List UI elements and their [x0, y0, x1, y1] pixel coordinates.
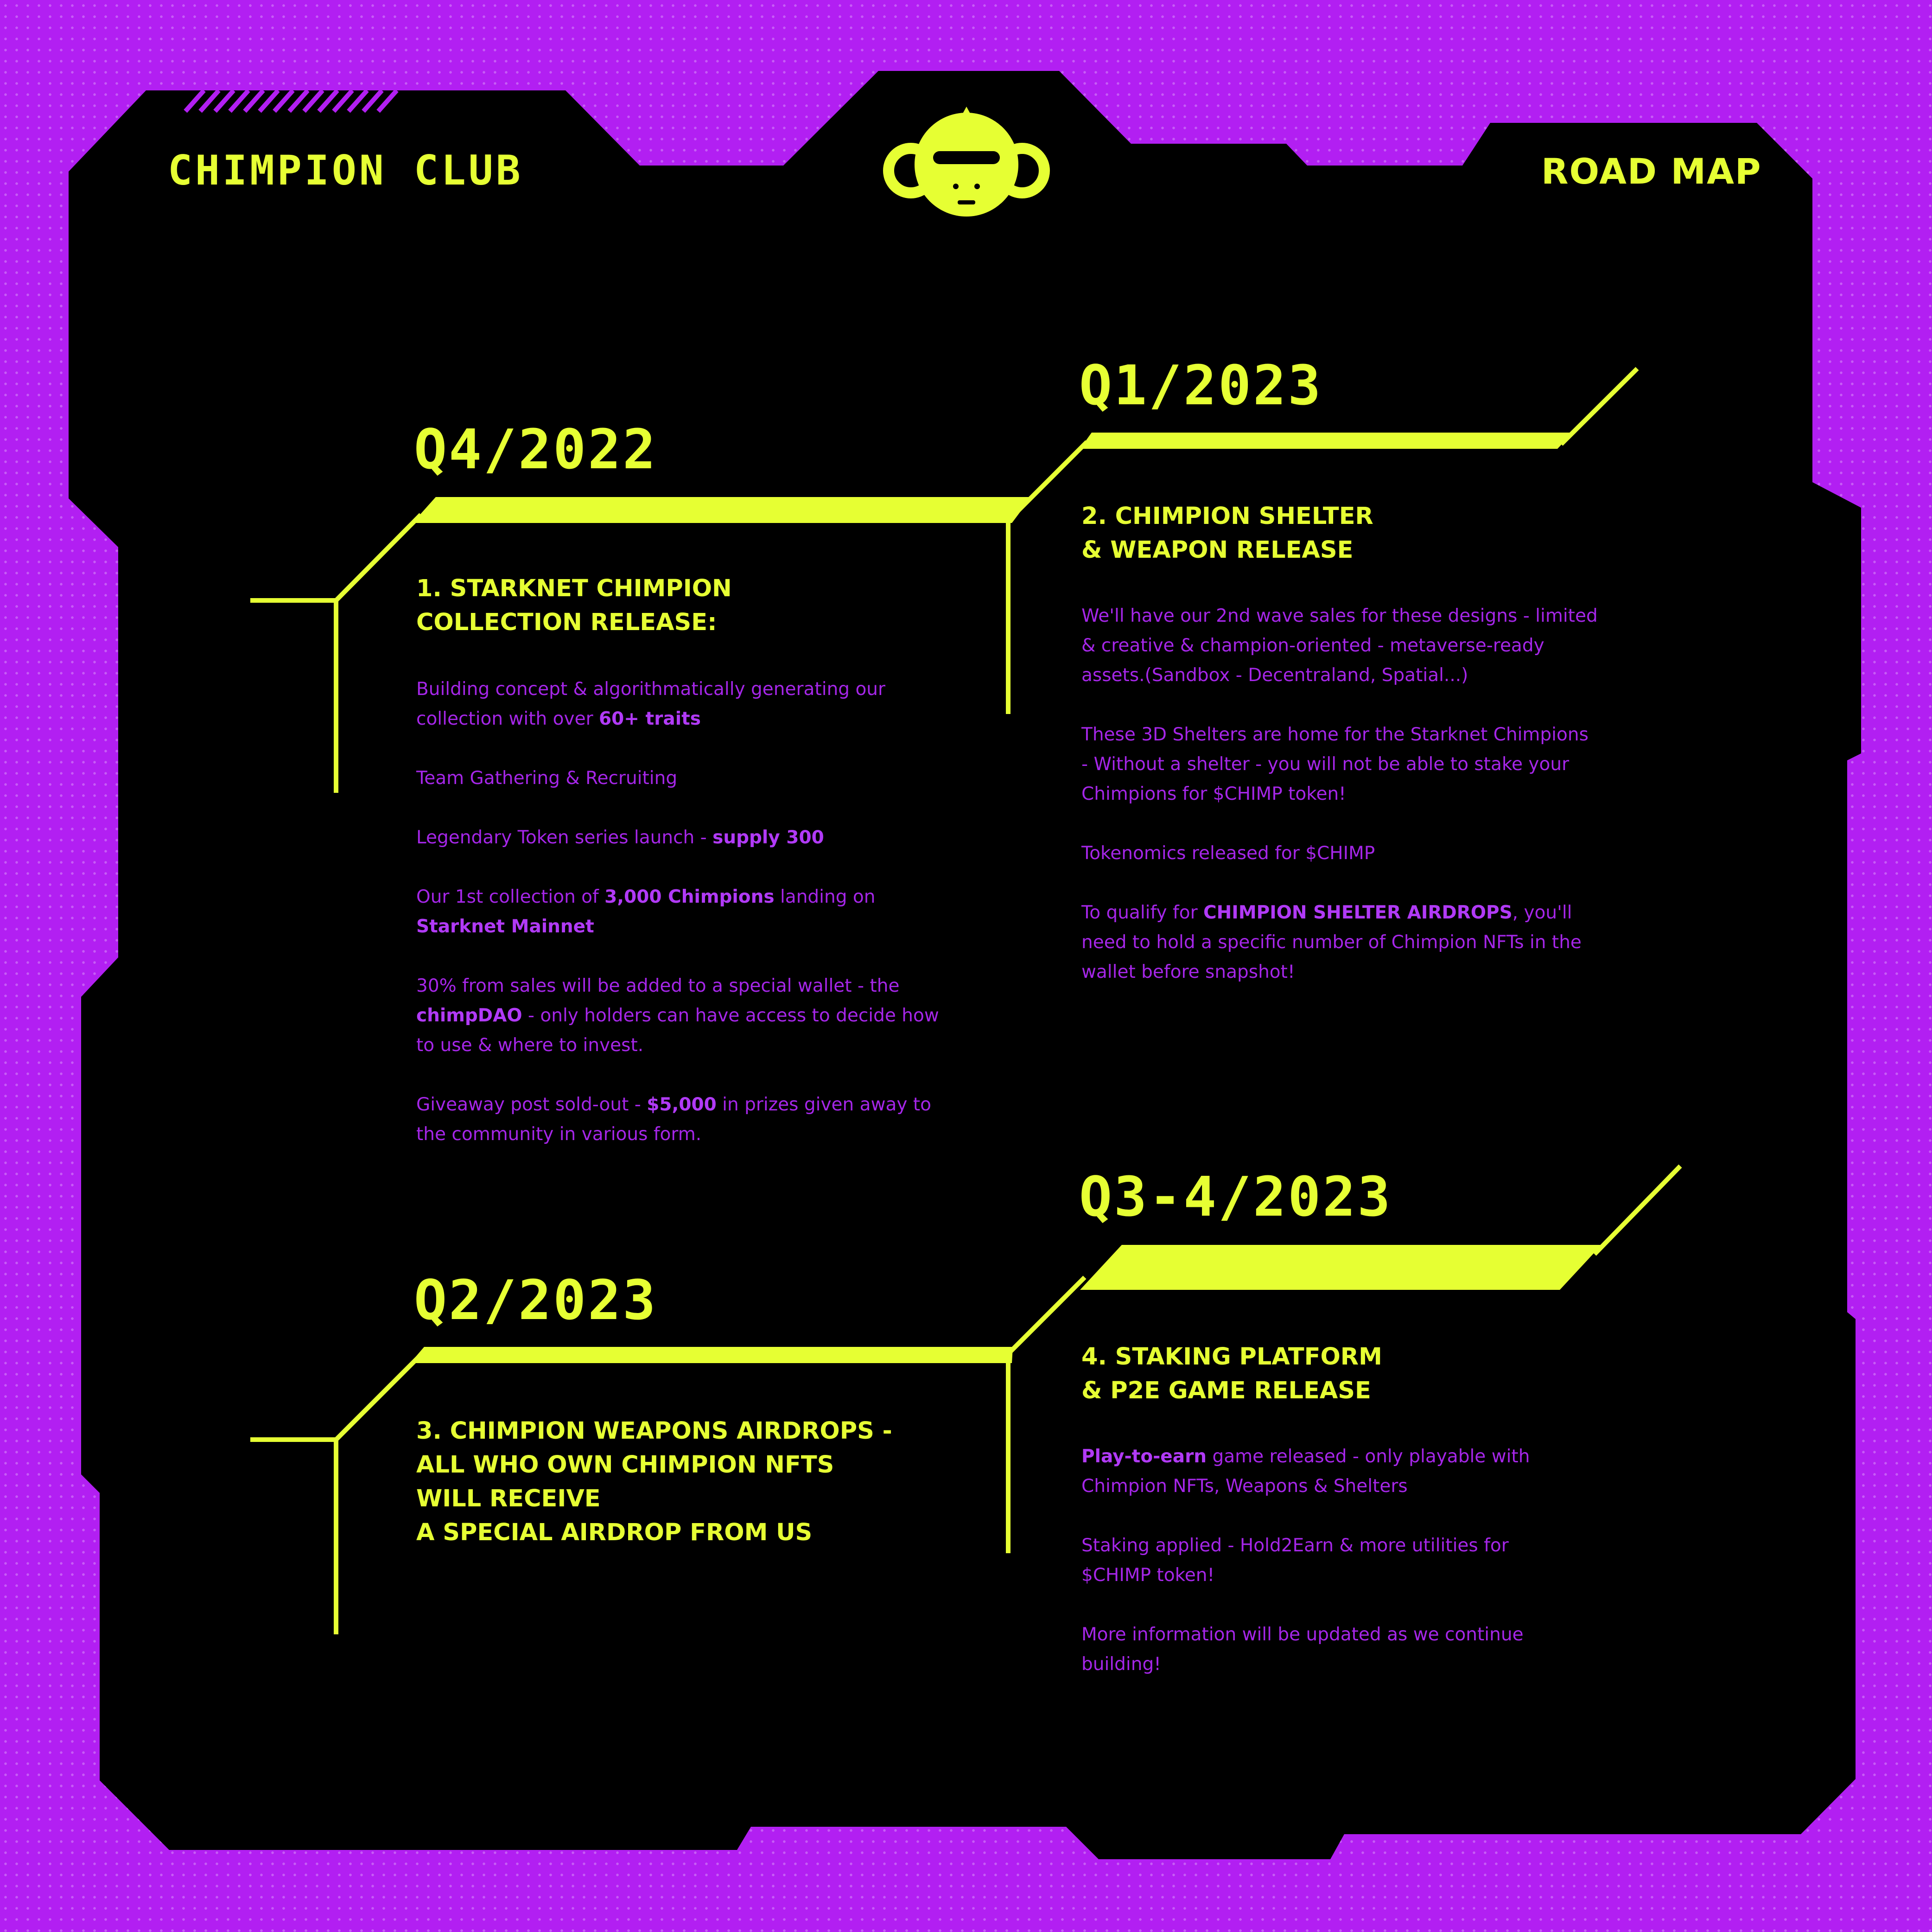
quarter-label-q2-2023: Q2/2023	[414, 1268, 658, 1332]
hatch-marks	[184, 89, 399, 113]
page-title: ROAD MAP	[1541, 151, 1762, 192]
item-text: Staking applied - Hold2Earn & more utili…	[1081, 1535, 1509, 1586]
item-text: More information will be updated as we c…	[1081, 1624, 1524, 1675]
roadmap-item: To qualify for CHIMPION SHELTER AIRDROPS…	[1081, 898, 1601, 987]
phase-heading-1: 1. STARKNET CHIMPION COLLECTION RELEASE:	[416, 575, 732, 636]
connector-q2-2023	[250, 1347, 1013, 1634]
roadmap-item: Team Gathering & Recruiting	[416, 764, 945, 793]
highlight-text: 3,000 Chimpions	[604, 886, 775, 907]
phase-description-1: Building concept & algorithmatically gen…	[416, 675, 945, 1179]
roadmap-item: Building concept & algorithmatically gen…	[416, 675, 945, 734]
highlight-text: chimpDAO	[416, 1005, 522, 1026]
item-text: Building concept & algorithmatically gen…	[416, 679, 886, 729]
item-text: - only holders can have access to decide…	[416, 1005, 939, 1056]
item-text: We'll have our 2nd wave sales for these …	[1081, 606, 1598, 686]
item-text: Legendary Token series launch -	[416, 827, 713, 848]
roadmap-item: Staking applied - Hold2Earn & more utili…	[1081, 1531, 1573, 1590]
roadmap-item: Giveaway post sold-out - $5,000 in prize…	[416, 1090, 945, 1149]
quarter-label-q3-4-2023: Q3-4/2023	[1079, 1165, 1392, 1229]
chimp-head-icon	[883, 107, 1050, 217]
roadmap-item: More information will be updated as we c…	[1081, 1620, 1573, 1679]
phase-description-4: Play-to-earn game released - only playab…	[1081, 1442, 1573, 1709]
roadmap-item: Play-to-earn game released - only playab…	[1081, 1442, 1573, 1501]
roadmap-item: 30% from sales will be added to a specia…	[416, 971, 945, 1060]
roadmap-item: Tokenomics released for $CHIMP	[1081, 839, 1601, 868]
item-text: in prizes given away to the community in…	[416, 1094, 931, 1145]
item-text: game released - only playable with Chimp…	[1081, 1446, 1530, 1497]
phase-heading-3: 3. CHIMPION WEAPONS AIRDROPS - ALL WHO O…	[416, 1417, 892, 1546]
roadmap-item: Legendary Token series launch - supply 3…	[416, 823, 945, 853]
quarter-label-q4-2022: Q4/2022	[414, 417, 658, 481]
phase-heading-4: 4. STAKING PLATFORM & P2E GAME RELEASE	[1081, 1343, 1382, 1404]
item-text: To qualify for	[1081, 902, 1204, 923]
item-text: Tokenomics released for $CHIMP	[1081, 843, 1375, 864]
highlight-text: Starknet Mainnet	[416, 916, 594, 937]
item-text: These 3D Shelters are home for the Stark…	[1081, 724, 1589, 804]
highlight-text: CHIMPION SHELTER AIRDROPS	[1203, 902, 1513, 923]
phase-description-2: We'll have our 2nd wave sales for these …	[1081, 601, 1601, 1017]
item-text: landing on	[774, 886, 876, 907]
roadmap-item: Our 1st collection of 3,000 Chimpions la…	[416, 882, 945, 942]
highlight-text: 60+ traits	[599, 708, 701, 729]
item-text: , you'll need to hold a specific number …	[1081, 902, 1582, 982]
connector-q3-4-2023	[1009, 1164, 1682, 1353]
roadmap-item: These 3D Shelters are home for the Stark…	[1081, 720, 1601, 809]
quarter-label-q1-2023: Q1/2023	[1079, 353, 1323, 417]
brand-title: CHIMPION CLUB	[168, 147, 523, 194]
highlight-text: supply 300	[712, 827, 824, 848]
connector-q1-2023	[1009, 367, 1639, 520]
highlight-text: $5,000	[647, 1094, 717, 1115]
item-text: Our 1st collection of	[416, 886, 605, 907]
connector-q4-2022	[250, 497, 1031, 793]
highlight-text: Play-to-earn	[1081, 1446, 1207, 1467]
item-text: Team Gathering & Recruiting	[416, 768, 678, 789]
phase-heading-2: 2. CHIMPION SHELTER & WEAPON RELEASE	[1081, 503, 1373, 564]
item-text: Giveaway post sold-out -	[416, 1094, 647, 1115]
roadmap-item: We'll have our 2nd wave sales for these …	[1081, 601, 1601, 690]
item-text: 30% from sales will be added to a specia…	[416, 976, 900, 996]
